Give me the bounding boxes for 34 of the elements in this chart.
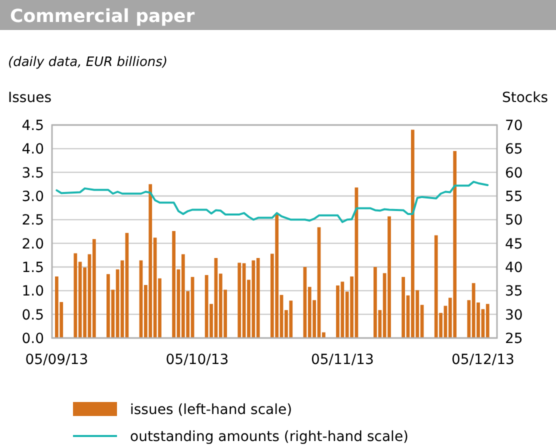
line-series (56, 180, 489, 224)
y2-tick-label: 40 (505, 260, 523, 276)
y2-tick-label: 50 (505, 212, 523, 229)
bar (486, 304, 490, 338)
y2-tick-label: 70 (505, 118, 523, 134)
y2-tick-label: 65 (505, 142, 523, 158)
x-tick-label: 05/10/13 (166, 352, 229, 368)
y2-tick-label: 25 (505, 331, 523, 347)
y-tick-label: 0.5 (22, 307, 44, 324)
y-tick-label: 4.0 (22, 142, 44, 158)
y-tick-label: 3.5 (22, 165, 44, 182)
y-axis-title: Issues (8, 90, 52, 106)
y-tick-label: 0.0 (22, 331, 44, 347)
legend-label: issues (left-hand scale) (130, 402, 292, 418)
y2-tick-label: 35 (505, 284, 523, 300)
x-tick-label: 05/12/13 (452, 352, 514, 368)
bar (238, 262, 242, 338)
y-tick-label: 3.0 (22, 189, 44, 205)
y2-tick-label: 30 (505, 307, 523, 324)
legend-label: outstanding amounts (right-hand scale) (130, 429, 409, 445)
chart-title: Commercial paper (10, 6, 195, 27)
y2-axis-title: Stocks (502, 90, 548, 106)
chart-subtitle: (daily data, EUR billions) (8, 55, 168, 70)
bar (92, 239, 96, 338)
x-tick-label: 05/09/13 (25, 352, 88, 368)
y-tick-label: 1.0 (22, 284, 44, 300)
y-tick-label: 1.5 (22, 260, 44, 276)
y-tick-label: 2.0 (22, 236, 44, 252)
y-tick-label: 2.5 (22, 212, 44, 229)
x-tick-label: 05/11/13 (310, 352, 374, 368)
y2-tick-label: 60 (505, 165, 523, 182)
y2-tick-label: 45 (505, 236, 523, 252)
y-tick-label: 4.5 (22, 118, 44, 134)
y2-tick-label: 55 (505, 189, 523, 205)
